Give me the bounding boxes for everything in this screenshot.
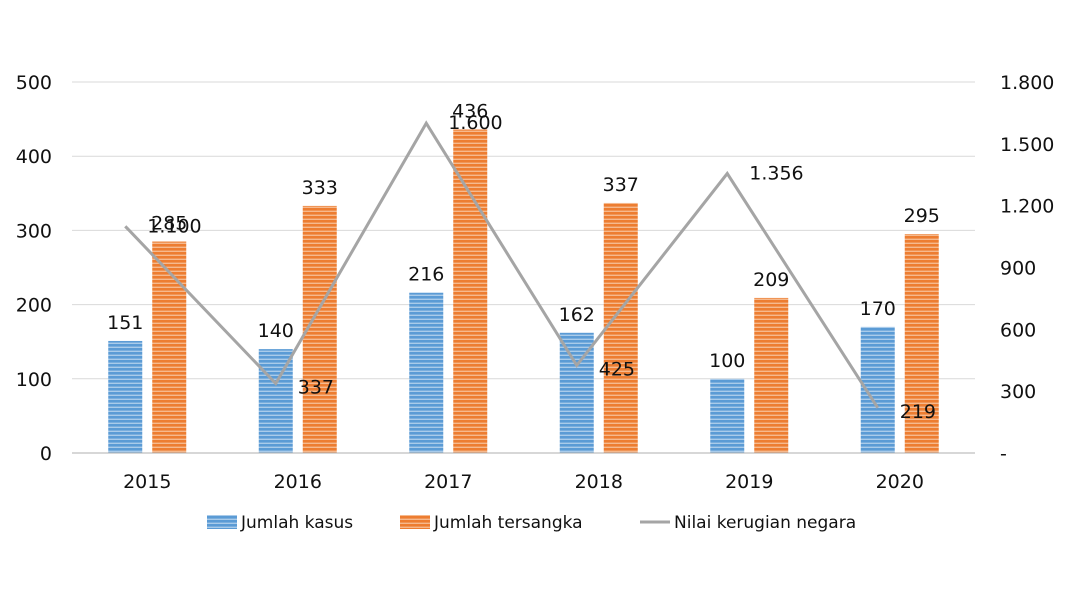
bar <box>409 292 444 453</box>
bars <box>108 129 939 453</box>
gridlines <box>72 81 975 380</box>
line-value-label: 219 <box>900 401 936 423</box>
bar <box>453 129 488 453</box>
bar <box>108 340 143 453</box>
y-left-tick-label: 500 <box>16 72 52 94</box>
line-value-label: 1.356 <box>749 163 803 185</box>
axes: 0 100 200 300 400 500 - 300 600 900 1.200 1.500 1.80… <box>16 72 1055 493</box>
x-tick-label: 2017 <box>424 471 472 493</box>
bar-value-label: 436 <box>452 100 488 122</box>
x-tick-label: 2020 <box>876 471 924 493</box>
legend-item: Nilai kerugian negara <box>640 513 856 533</box>
bar-value-label: 333 <box>302 177 338 199</box>
x-tick-label: 2016 <box>274 471 322 493</box>
bar <box>603 202 638 453</box>
bar-value-label: 337 <box>603 174 639 196</box>
line-value-label: 1.600 <box>448 112 502 134</box>
legend-item: Jumlah tersangka <box>400 513 583 533</box>
y-right-tick-label: - <box>1000 443 1007 465</box>
legend-swatch <box>207 515 237 529</box>
bar-value-label: 162 <box>559 304 595 326</box>
x-tick-label: 2015 <box>123 471 171 493</box>
x-tick-label: 2019 <box>725 471 773 493</box>
y-right-tick-label: 300 <box>1000 381 1036 403</box>
y-left-tick-label: 200 <box>16 295 52 317</box>
data-labels: 151 140 216 162 100 170 285 333 436 337 209 295 1.10… <box>107 100 940 422</box>
bar-value-label: 209 <box>753 269 789 291</box>
bar-value-label: 285 <box>151 213 187 235</box>
bar <box>904 234 939 453</box>
y-right-tick-label: 1.200 <box>1000 196 1054 218</box>
y-right-tick-label: 1.500 <box>1000 134 1054 156</box>
y-left-tick-label: 300 <box>16 220 52 242</box>
legend-item: Jumlah kasus <box>207 513 353 533</box>
bar <box>710 378 745 453</box>
y-right-tick-label: 900 <box>1000 258 1036 280</box>
legend-swatch <box>400 515 430 529</box>
bar-value-label: 151 <box>107 312 143 334</box>
y-left-tick-label: 0 <box>40 443 52 465</box>
line-value-label: 1.100 <box>147 215 201 237</box>
bar <box>754 297 789 453</box>
legend: Jumlah kasus Jumlah tersangka Nilai kerugi… <box>207 513 856 533</box>
y-left-tick-label: 400 <box>16 146 52 168</box>
bar <box>152 241 187 453</box>
bar-value-label: 216 <box>408 264 444 286</box>
bar-value-label: 140 <box>258 320 294 342</box>
y-right-tick-label: 1.800 <box>1000 72 1054 94</box>
legend-label: Jumlah tersangka <box>433 513 583 533</box>
bar-value-label: 100 <box>709 350 745 372</box>
series-line <box>124 120 880 409</box>
x-tick-label: 2018 <box>575 471 623 493</box>
bar-value-label: 295 <box>904 205 940 227</box>
legend-label: Jumlah kasus <box>240 513 353 533</box>
line-value-label: 337 <box>298 377 334 399</box>
line-series <box>124 120 880 409</box>
y-left-tick-label: 100 <box>16 369 52 391</box>
legend-label: Nilai kerugian negara <box>674 513 856 533</box>
bar-value-label: 170 <box>860 298 896 320</box>
line-value-label: 425 <box>599 358 635 380</box>
y-right-tick-label: 600 <box>1000 319 1036 341</box>
